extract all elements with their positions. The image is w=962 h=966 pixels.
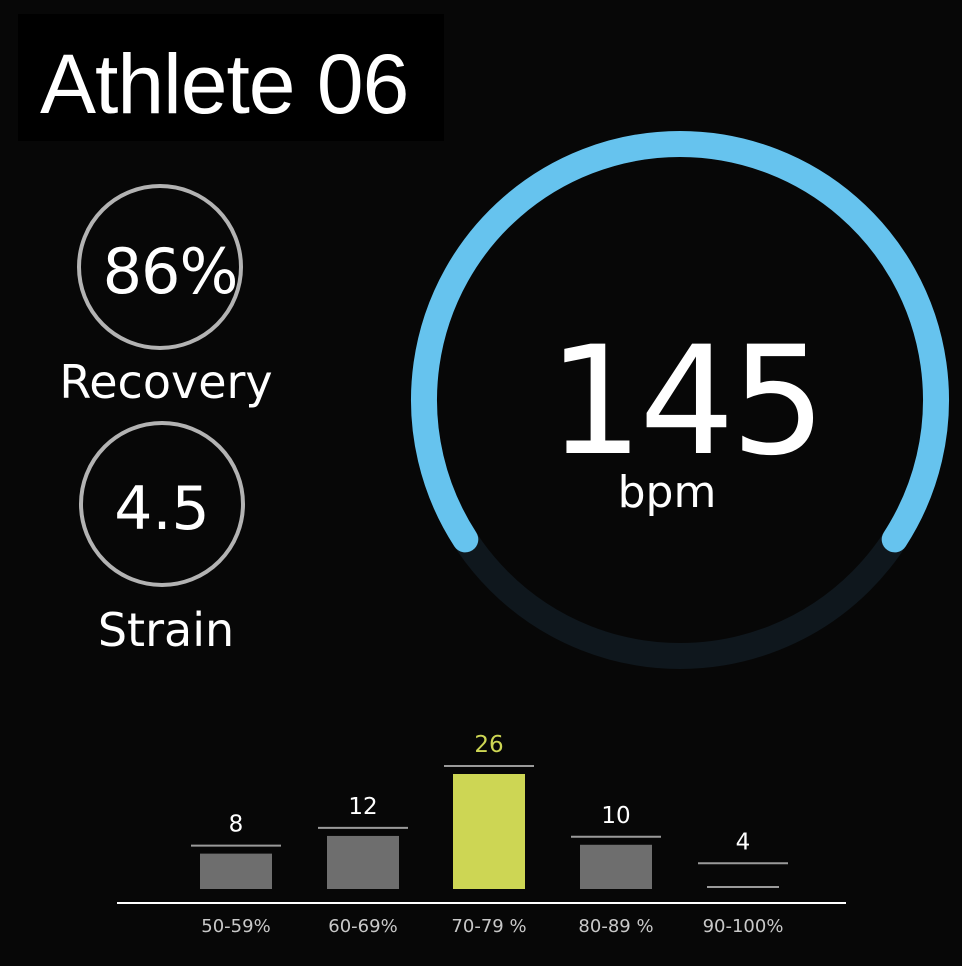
strain-label: Strain	[97, 603, 235, 657]
zone-bar	[453, 774, 525, 889]
zone-bar	[580, 844, 652, 889]
zone-value-label: 10	[601, 803, 630, 829]
recovery-value: 86%	[102, 235, 239, 308]
zone-category-label: 60-69%	[328, 916, 397, 937]
strain-value: 4.5	[114, 474, 210, 544]
zone-bar-chart: 8 50-59% 12 60-69% 26 70-79 % 10 80-89 % 4 90-100…	[117, 732, 846, 937]
athlete-title: Athlete 06	[40, 37, 409, 131]
athlete-title-box: Athlete 06	[18, 14, 444, 141]
recovery-ring	[77, 184, 243, 350]
heart-rate-value: 145	[547, 315, 826, 489]
heart-rate-gauge	[411, 131, 949, 669]
zone-value-label: 4	[736, 829, 751, 855]
strain-ring	[79, 421, 245, 587]
zone-bar	[200, 853, 272, 889]
zone-value-label: 12	[348, 794, 377, 820]
zone-value-label: 8	[229, 812, 244, 838]
recovery-label: Recovery	[59, 355, 273, 409]
heart-rate-unit: bpm	[617, 467, 717, 518]
zone-category-label: 80-89 %	[578, 916, 653, 937]
zone-category-label: 70-79 %	[451, 916, 526, 937]
zone-category-label: 50-59%	[201, 916, 270, 937]
zone-category-label: 90-100%	[703, 916, 784, 937]
zone-value-label: 26	[474, 732, 503, 758]
zone-bar	[327, 835, 399, 889]
gauge-active-arc	[411, 131, 949, 553]
